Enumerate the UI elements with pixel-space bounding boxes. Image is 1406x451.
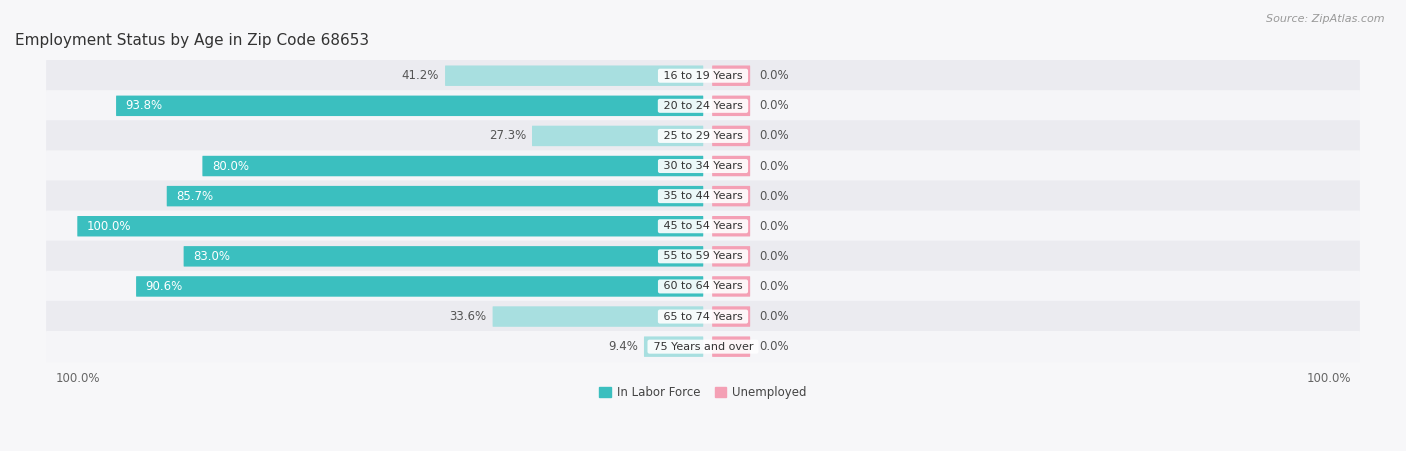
FancyBboxPatch shape (531, 126, 703, 146)
Text: 0.0%: 0.0% (759, 220, 789, 233)
FancyBboxPatch shape (46, 90, 1360, 121)
Text: 16 to 19 Years: 16 to 19 Years (659, 71, 747, 81)
FancyBboxPatch shape (711, 246, 751, 267)
Text: Source: ZipAtlas.com: Source: ZipAtlas.com (1267, 14, 1385, 23)
Text: 0.0%: 0.0% (759, 189, 789, 202)
FancyBboxPatch shape (46, 331, 1360, 362)
FancyBboxPatch shape (46, 271, 1360, 302)
FancyBboxPatch shape (711, 96, 751, 116)
FancyBboxPatch shape (46, 150, 1360, 182)
FancyBboxPatch shape (46, 211, 1360, 242)
FancyBboxPatch shape (711, 276, 751, 297)
Text: Employment Status by Age in Zip Code 68653: Employment Status by Age in Zip Code 686… (15, 33, 370, 48)
FancyBboxPatch shape (711, 336, 751, 357)
Text: 85.7%: 85.7% (176, 189, 214, 202)
FancyBboxPatch shape (711, 156, 751, 176)
FancyBboxPatch shape (46, 60, 1360, 92)
Text: 75 Years and over: 75 Years and over (650, 342, 756, 352)
FancyBboxPatch shape (202, 156, 703, 176)
Text: 0.0%: 0.0% (759, 280, 789, 293)
FancyBboxPatch shape (117, 96, 703, 116)
Text: 0.0%: 0.0% (759, 340, 789, 353)
Text: 65 to 74 Years: 65 to 74 Years (659, 312, 747, 322)
Text: 27.3%: 27.3% (489, 129, 526, 143)
Text: 100.0%: 100.0% (87, 220, 131, 233)
Text: 41.2%: 41.2% (402, 69, 439, 82)
Text: 0.0%: 0.0% (759, 160, 789, 173)
Text: 60 to 64 Years: 60 to 64 Years (659, 281, 747, 291)
FancyBboxPatch shape (644, 336, 703, 357)
FancyBboxPatch shape (46, 120, 1360, 152)
FancyBboxPatch shape (446, 65, 703, 86)
FancyBboxPatch shape (711, 126, 751, 146)
FancyBboxPatch shape (711, 216, 751, 236)
Text: 45 to 54 Years: 45 to 54 Years (659, 221, 747, 231)
Text: 83.0%: 83.0% (193, 250, 231, 263)
Text: 93.8%: 93.8% (125, 99, 163, 112)
Text: 80.0%: 80.0% (212, 160, 249, 173)
Text: 9.4%: 9.4% (607, 340, 638, 353)
FancyBboxPatch shape (136, 276, 703, 297)
FancyBboxPatch shape (711, 65, 751, 86)
Text: 0.0%: 0.0% (759, 129, 789, 143)
Text: 0.0%: 0.0% (759, 310, 789, 323)
Text: 35 to 44 Years: 35 to 44 Years (659, 191, 747, 201)
Text: 90.6%: 90.6% (146, 280, 183, 293)
Text: 33.6%: 33.6% (450, 310, 486, 323)
Text: 30 to 34 Years: 30 to 34 Years (659, 161, 747, 171)
FancyBboxPatch shape (46, 301, 1360, 332)
Text: 55 to 59 Years: 55 to 59 Years (659, 251, 747, 261)
Text: 0.0%: 0.0% (759, 69, 789, 82)
FancyBboxPatch shape (711, 306, 751, 327)
Text: 0.0%: 0.0% (759, 250, 789, 263)
FancyBboxPatch shape (167, 186, 703, 207)
Legend: In Labor Force, Unemployed: In Labor Force, Unemployed (595, 381, 811, 404)
Text: 0.0%: 0.0% (759, 99, 789, 112)
FancyBboxPatch shape (711, 186, 751, 207)
FancyBboxPatch shape (77, 216, 703, 236)
Text: 25 to 29 Years: 25 to 29 Years (659, 131, 747, 141)
FancyBboxPatch shape (492, 306, 703, 327)
FancyBboxPatch shape (46, 180, 1360, 212)
FancyBboxPatch shape (184, 246, 703, 267)
Text: 20 to 24 Years: 20 to 24 Years (659, 101, 747, 111)
FancyBboxPatch shape (46, 241, 1360, 272)
